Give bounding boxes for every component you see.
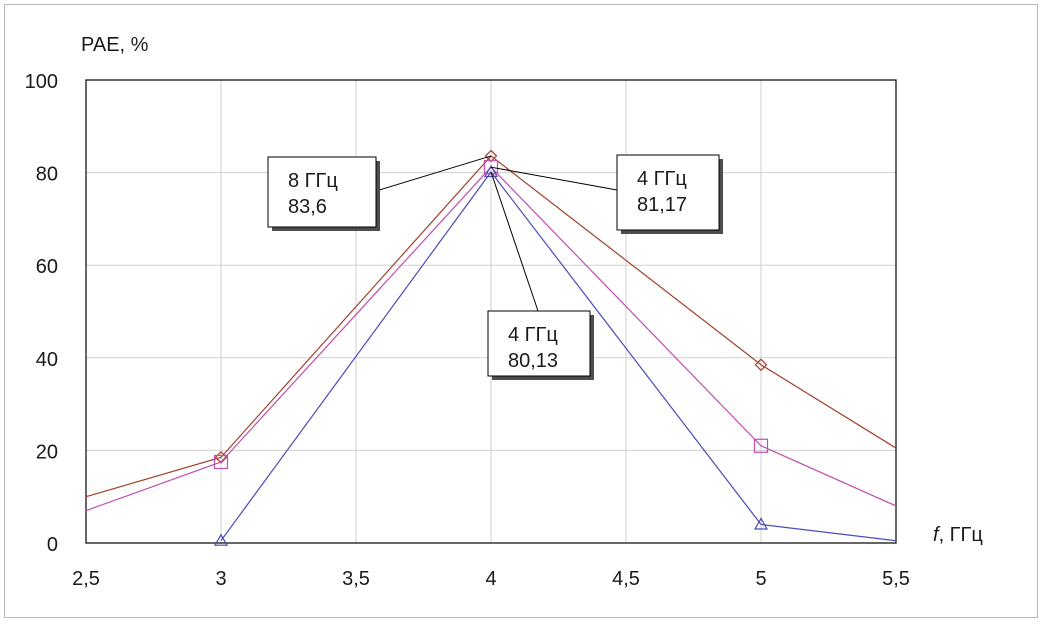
annotation-value: 83,6 (288, 196, 327, 218)
data-point (483, 164, 499, 178)
y-tick-label: 0 (47, 534, 58, 556)
plot-border (85, 79, 897, 544)
data-point (754, 358, 768, 372)
annotations: 8 ГГц 83,6 4 ГГц 81,17 4 ГГц 80,13 (267, 154, 723, 380)
data-point (753, 438, 769, 453)
data-point (483, 160, 499, 175)
x-axis-label: f, ГГц (933, 524, 983, 546)
y-tick-label: 80 (36, 164, 58, 186)
annotation-frequency: 8 ГГц (288, 170, 338, 192)
annotation-frequency: 4 ГГц (508, 324, 558, 346)
annotation-box (616, 154, 720, 231)
x-axis-label-unit: , ГГц (939, 524, 983, 546)
annotation-3: 4 ГГц 80,13 (487, 171, 594, 380)
data-point (484, 149, 498, 163)
annotation-box (267, 156, 377, 228)
annotation-leader-line (490, 166, 618, 191)
data-point (213, 533, 229, 546)
x-tick-label: 5 (755, 568, 766, 590)
x-tick-label: 4,5 (612, 568, 640, 590)
annotation-value: 80,13 (508, 350, 558, 372)
y-tick-label: 100 (25, 71, 58, 93)
annotation-value: 81,17 (637, 194, 687, 216)
data-point (213, 454, 229, 470)
annotation-frequency: 4 ГГц (637, 168, 687, 190)
x-tick-label: 4 (485, 568, 496, 590)
annotation-1: 8 ГГц 83,6 (267, 155, 492, 231)
y-axis-label: PAE, % (81, 34, 149, 56)
y-tick-label: 20 (36, 441, 58, 463)
x-tick-label: 3,5 (342, 568, 370, 590)
x-tick-label: 2,5 (72, 568, 100, 590)
x-tick-labels: 2,5 3 3,5 4 4,5 5 5,5 (72, 568, 910, 590)
x-tick-label: 3 (215, 568, 226, 590)
y-tick-labels: 0 20 40 60 80 100 (25, 71, 58, 556)
x-axis-label-symbol: f (933, 524, 941, 546)
y-tick-label: 60 (36, 256, 58, 278)
series-3 (213, 164, 897, 546)
y-tick-label: 40 (36, 349, 58, 371)
data-point (753, 517, 769, 530)
annotation-2: 4 ГГц 81,17 (490, 154, 723, 234)
annotation-box (487, 310, 591, 377)
series-line (220, 170, 897, 542)
annotation-leader-line (375, 155, 492, 192)
x-tick-label: 5,5 (882, 568, 910, 590)
annotation-leader-line (490, 171, 539, 312)
